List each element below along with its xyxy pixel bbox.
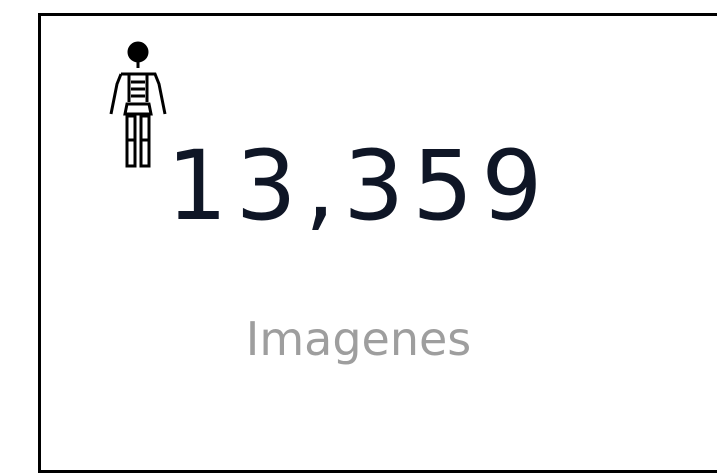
stat-card	[38, 13, 717, 473]
stat-value: 13,359	[166, 130, 551, 242]
skeleton-icon	[109, 41, 167, 168]
stat-label: Imagenes	[245, 312, 472, 366]
page: 13,359 Imagenes (() => { const data = JS…	[38, 13, 717, 473]
